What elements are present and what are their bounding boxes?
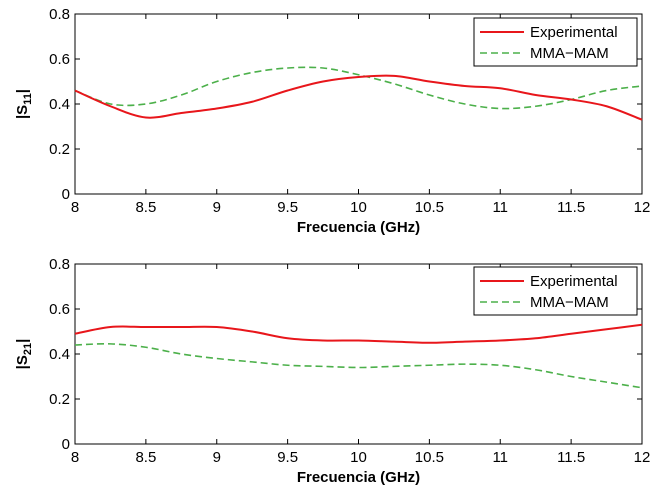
legend: Experimental MMA−MAM	[473, 266, 638, 316]
x-tick-label: 12	[634, 199, 651, 216]
y-tick-label: 0.6	[49, 51, 70, 68]
x-tick-label: 10.5	[415, 449, 444, 466]
x-tick-label: 11	[492, 449, 508, 466]
y-tick-label: 0.4	[49, 96, 70, 113]
y-tick-label: 0.8	[49, 256, 70, 273]
legend: Experimental MMA−MAM	[473, 17, 638, 67]
legend-label: Experimental	[530, 24, 618, 41]
x-axis-label: Frecuencia (GHz)	[297, 469, 420, 486]
x-tick-label: 9	[213, 449, 221, 466]
x-tick-label: 11	[492, 199, 508, 216]
x-tick-label: 9.5	[277, 199, 298, 216]
legend-label: MMA−MAM	[530, 294, 609, 311]
x-tick-label: 11.5	[557, 449, 585, 466]
chart-panel-s11: Frecuencia (GHz) |S11| 8 8.5 9 9.5 10 10.5 11 1…	[14, 6, 650, 236]
y-tick-label: 0	[62, 436, 70, 453]
x-axis-label: Frecuencia (GHz)	[297, 219, 420, 236]
y-axis-label: |S21|	[14, 339, 34, 370]
x-tick-label: 10	[350, 199, 367, 216]
y-tick-label: 0.2	[49, 141, 70, 158]
x-tick-label: 9	[213, 199, 221, 216]
y-tick-label: 0	[62, 186, 70, 203]
x-tick-label: 10	[350, 449, 367, 466]
legend-box	[473, 17, 638, 67]
legend-label: MMA−MAM	[530, 45, 609, 62]
series-line-experimental	[74, 74, 643, 121]
series-line-mma-mam	[74, 66, 643, 110]
x-tick-label: 12	[634, 449, 651, 466]
x-tick-label: 8.5	[135, 449, 156, 466]
x-tick-label: 9.5	[277, 449, 298, 466]
y-axis-label: |S11|	[14, 89, 34, 119]
legend-box	[473, 266, 638, 316]
series-line-experimental	[74, 323, 643, 344]
chart-panel-s21: Frecuencia (GHz) |S21| 8 8.5 9 9.5 10 10.5 11 1…	[14, 256, 650, 486]
y-tick-label: 0.6	[49, 301, 70, 318]
x-tick-label: 8.5	[135, 199, 156, 216]
y-tick-label: 0.4	[49, 346, 70, 363]
y-tick-label: 0.2	[49, 391, 70, 408]
x-tick-label: 8	[71, 199, 79, 216]
x-tick-label: 11.5	[557, 199, 585, 216]
x-tick-label: 8	[71, 449, 79, 466]
x-tick-label: 10.5	[415, 199, 444, 216]
y-tick-label: 0.8	[49, 6, 70, 23]
legend-label: Experimental	[530, 273, 618, 290]
series-line-mma-mam	[74, 343, 643, 389]
